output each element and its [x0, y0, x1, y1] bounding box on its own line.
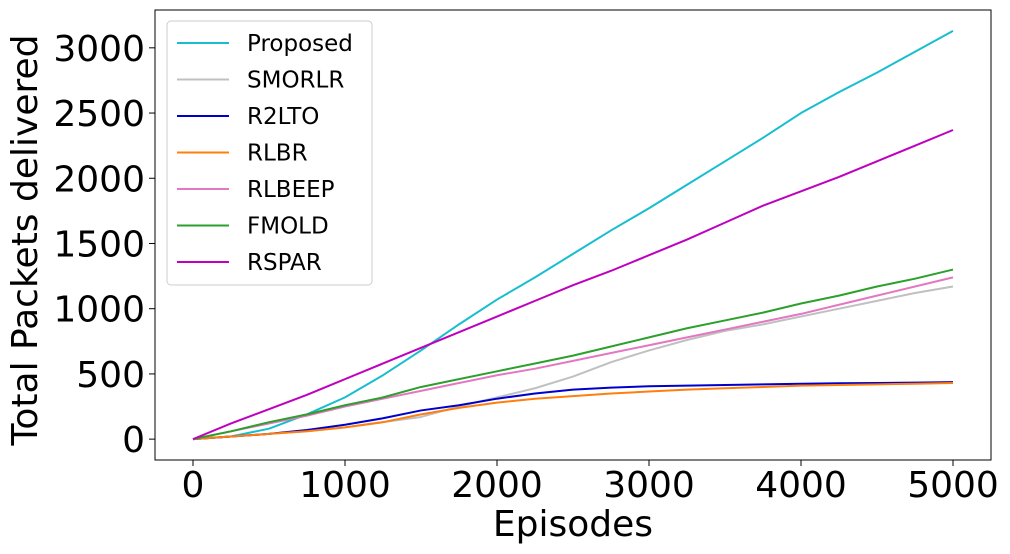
legend-label: SMORLR	[247, 68, 344, 94]
series-line-rlbr	[192, 382, 954, 441]
x-tick-label: 0	[182, 465, 205, 506]
legend-label: RLBEEP	[247, 177, 335, 203]
series-line-proposed	[192, 29, 954, 441]
y-tick-label: 2000	[53, 159, 145, 200]
y-tick-label: 1000	[53, 290, 145, 331]
legend-label: R2LTO	[247, 104, 319, 130]
series-lines	[192, 29, 954, 441]
y-tick-label: 3000	[53, 29, 145, 70]
y-tick-label: 1500	[53, 224, 145, 265]
x-tick-label: 4000	[755, 465, 847, 506]
series-line-rlbeep	[192, 276, 954, 441]
legend-label: RSPAR	[247, 250, 322, 276]
y-tick-label: 500	[76, 355, 145, 396]
series-line-rspar	[192, 129, 954, 441]
legend-label: Proposed	[247, 31, 353, 57]
series-line-fmold	[192, 268, 954, 441]
legend-label: RLBR	[247, 141, 308, 167]
x-tick-label: 3000	[603, 465, 695, 506]
y-tick-label: 0	[122, 420, 145, 461]
legend: Proposed SMORLR R2LTO RLBR RLBEEP FMOLD RSPAR	[166, 20, 373, 286]
x-tick-label: 2000	[451, 465, 543, 506]
legend-box	[166, 20, 373, 286]
legend-label: FMOLD	[247, 214, 329, 240]
series-line-r2lto	[192, 381, 954, 441]
plot-frame	[154, 9, 992, 461]
y-tick-label: 2500	[53, 94, 145, 135]
x-tick-label: 1000	[299, 465, 391, 506]
x-axis-title: Episodes	[493, 504, 653, 545]
y-axis-title: Total Packets delivered	[5, 35, 46, 447]
x-tick-label: 5000	[907, 465, 999, 506]
axes: 0 1000 2000 3000 4000 5000 0 500 1000 1500 2000 250…	[53, 9, 999, 506]
